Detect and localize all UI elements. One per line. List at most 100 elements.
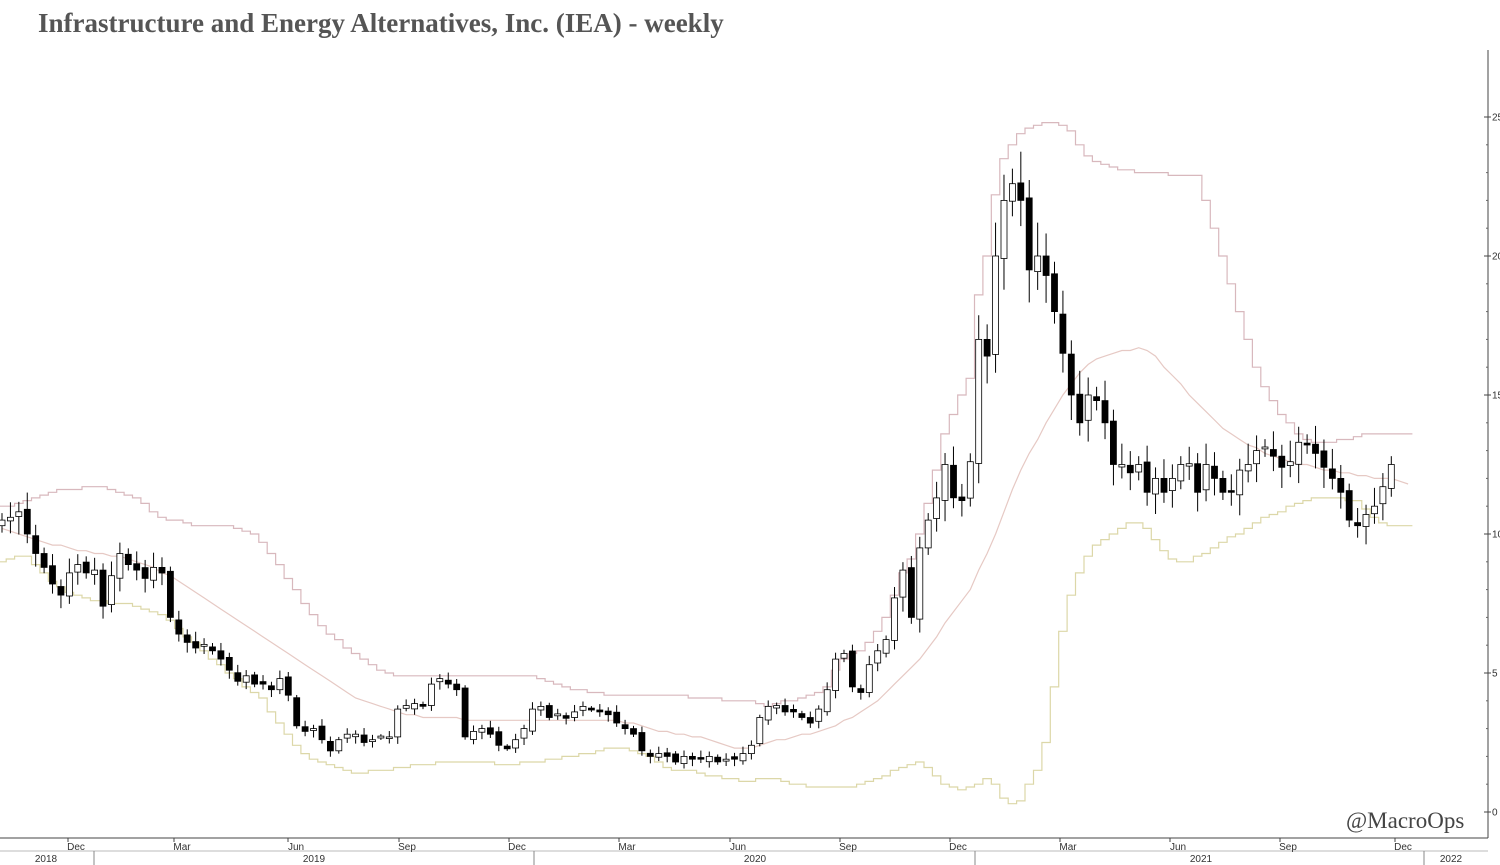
candle-body-up (427, 683, 435, 706)
candle (1236, 458, 1244, 516)
candle-body-down (1110, 420, 1117, 465)
candle (301, 720, 309, 737)
candle-body-up (470, 731, 477, 740)
candle (1042, 233, 1050, 303)
candle (773, 702, 780, 715)
candle-body-up (1169, 477, 1176, 491)
candle-body-down (1059, 313, 1067, 354)
candle (1211, 452, 1218, 496)
candle-body-down (1211, 465, 1218, 479)
candle (32, 524, 40, 567)
candle (630, 725, 637, 737)
candle (663, 747, 671, 763)
candle (672, 751, 679, 765)
candle (360, 728, 368, 747)
candle (419, 701, 427, 710)
candle-body-up (1387, 464, 1395, 489)
candle-body-up (91, 569, 98, 575)
candle-body-down (1101, 400, 1109, 424)
candle (512, 733, 519, 753)
candle-body-up (916, 547, 924, 620)
candle-body-down (23, 508, 31, 535)
candle (461, 685, 469, 740)
candle (1135, 456, 1143, 481)
candle-body-down (461, 687, 469, 738)
candle (453, 678, 461, 696)
candle-body-up (520, 728, 528, 739)
candle (781, 698, 789, 716)
x-month-label: Dec (949, 842, 967, 853)
x-month-label: Jun (730, 842, 746, 853)
candle-body-up (369, 739, 376, 743)
candle (849, 644, 856, 693)
candle (865, 655, 873, 698)
candle (284, 671, 292, 702)
candle-body-up (571, 711, 578, 718)
candle (806, 711, 814, 728)
candle (983, 324, 991, 384)
candle (352, 730, 360, 744)
candle-body-up (1362, 514, 1370, 527)
candle (1371, 487, 1378, 524)
candle-body-up (66, 572, 73, 597)
candle (385, 731, 393, 744)
y-tick-label: 10 (1492, 530, 1500, 541)
x-month-label: Dec (1394, 842, 1412, 853)
x-month-label: Jun (1170, 842, 1186, 853)
candle (133, 551, 141, 581)
candle-body-down (1354, 522, 1361, 527)
candle (874, 643, 882, 672)
candle (697, 750, 705, 764)
candle-body-down (638, 732, 646, 752)
candle-body-up (537, 706, 545, 711)
candle (646, 749, 654, 764)
candle-body-down (267, 685, 275, 691)
candle (394, 705, 402, 744)
candle-body-up (1084, 394, 1092, 421)
candle-body-down (503, 745, 511, 750)
candle-body-down (621, 724, 629, 730)
candle (975, 315, 983, 484)
candle (57, 579, 65, 609)
candle (1185, 446, 1193, 480)
candle (166, 566, 174, 623)
candle (1152, 467, 1159, 514)
candle-body-down (49, 565, 56, 585)
candle (470, 725, 477, 745)
candle (1051, 261, 1058, 324)
candle (739, 746, 747, 765)
candle (579, 701, 587, 717)
candle-body-down (209, 646, 216, 652)
candle-body-down (175, 619, 183, 635)
candle-body-down (958, 496, 966, 501)
candle-body-down (99, 569, 107, 607)
candle (124, 548, 132, 571)
candle (82, 556, 90, 579)
candle-body-down (545, 705, 553, 718)
candle (731, 752, 738, 767)
candle (655, 746, 663, 762)
candle-body-down (192, 641, 200, 649)
candle (1320, 439, 1328, 488)
candle-body-up (1177, 464, 1185, 482)
candle (1101, 380, 1109, 440)
candle-body-up (1118, 464, 1126, 468)
candle-body-up (773, 705, 780, 709)
candle-body-up (335, 739, 343, 752)
candle (764, 700, 772, 725)
candle-body-down (1270, 449, 1277, 457)
candle (823, 682, 831, 716)
candle (369, 734, 376, 748)
candle-body-up (394, 708, 402, 738)
candle (562, 712, 570, 725)
middle-band-line (1, 347, 1409, 749)
candle-body-up (891, 597, 898, 641)
candle-body-up (1202, 464, 1210, 491)
x-year-label: 2022 (1440, 854, 1463, 865)
candle (621, 719, 629, 735)
candle (66, 558, 73, 604)
candle-body-up (343, 733, 351, 739)
candle-body-down (225, 657, 233, 671)
candle-body-down (32, 535, 40, 554)
candle (748, 740, 755, 760)
